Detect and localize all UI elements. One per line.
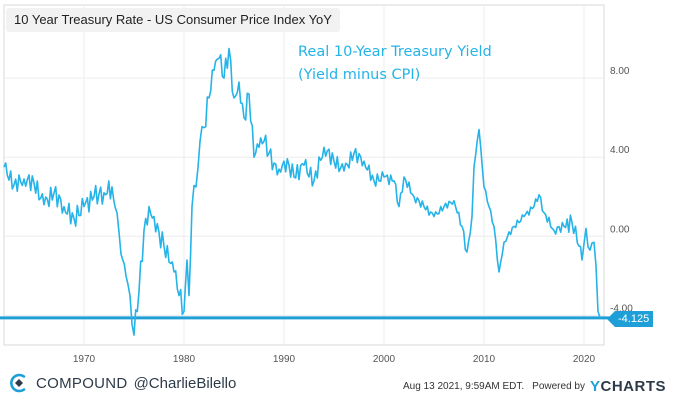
x-tick-label: 2010 <box>473 354 496 365</box>
ycharts-logo: YCHARTS <box>590 378 666 395</box>
real-yield-line <box>3 47 601 336</box>
ycharts-logo-rest: CHARTS <box>600 378 666 395</box>
end-value-label: -4.125 <box>607 311 654 327</box>
compound-logo-icon <box>10 373 26 393</box>
brand-name: COMPOUND <box>36 374 128 392</box>
x-tick-label: 2000 <box>373 354 396 365</box>
x-tick-label: 1970 <box>73 354 96 365</box>
author-handle: @CharlieBilello <box>133 374 237 392</box>
x-tick-label: 1990 <box>273 354 296 365</box>
y-tick-label: 4.00 <box>610 145 630 156</box>
x-tick-label: 2020 <box>573 354 596 365</box>
footer-source: Aug 13 2021, 9:59AM EDT. Powered by YCHA… <box>403 378 666 395</box>
x-tick-label: 1980 <box>173 354 196 365</box>
chart-title: 10 Year Treasury Rate - US Consumer Pric… <box>6 8 340 32</box>
timestamp: Aug 13 2021, 9:59AM EDT. <box>402 381 525 392</box>
annotation-line-2: (Yield minus CPI) <box>298 67 421 83</box>
y-tick-label: 8.00 <box>610 66 630 77</box>
ycharts-logo-y: Y <box>589 378 601 395</box>
y-tick-label: -4.00 <box>610 303 633 314</box>
powered-by: Powered by <box>532 381 585 392</box>
y-tick-label: 0.00 <box>610 224 630 235</box>
annotation-line-1: Real 10-Year Treasury Yield <box>298 44 492 60</box>
compound-branding: COMPOUND @CharlieBilello <box>8 372 236 394</box>
plot-frame <box>3 4 605 346</box>
